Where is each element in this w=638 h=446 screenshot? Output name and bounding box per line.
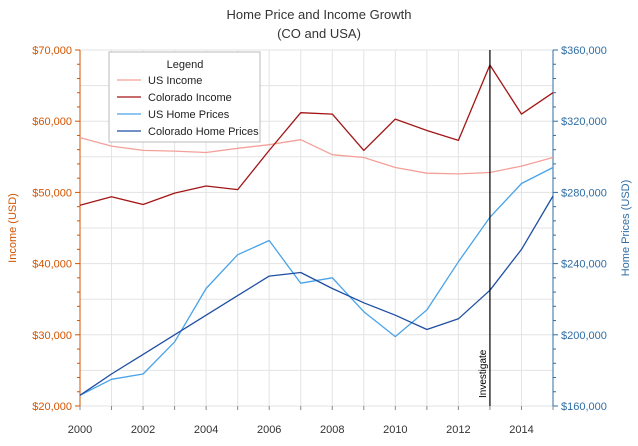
- series-layer: [79, 64, 554, 396]
- x-tick-label: 2006: [257, 424, 281, 436]
- colorado-home-prices-line: [79, 195, 554, 396]
- us-income-line: [79, 136, 554, 175]
- x-axis-ticks: 2000 2002 2004 2006 2008 2010 2012 2014: [68, 406, 554, 436]
- colorado-income-line: [79, 64, 554, 206]
- x-tick-label: 2008: [320, 424, 344, 436]
- left-axis-ticks: $20,000 $30,000 $40,000 $50,000 $60,000 $70,0…: [32, 45, 80, 413]
- x-tick-label: 2004: [194, 424, 218, 436]
- left-tick-label: $70,000: [32, 45, 72, 57]
- right-tick-label: $280,000: [561, 187, 607, 199]
- right-axis-label: Home Prices (USD): [620, 180, 632, 277]
- x-tick-label: 2010: [383, 424, 407, 436]
- x-tick-label: 2012: [446, 424, 470, 436]
- right-axis-ticks: $160,000 $200,000 $240,000 $280,000 $320,000…: [553, 45, 607, 413]
- right-tick-label: $160,000: [561, 401, 607, 413]
- chart-subtitle: (CO and USA): [277, 26, 361, 41]
- legend: Legend US Income Colorado Income US Home P…: [108, 51, 261, 143]
- left-tick-label: $50,000: [32, 187, 72, 199]
- x-tick-label: 2002: [131, 424, 155, 436]
- legend-label-colorado-income: Colorado Income: [148, 92, 232, 104]
- left-axis-label: Income (USD): [7, 193, 19, 263]
- left-tick-label: $30,000: [32, 330, 72, 342]
- legend-label-colorado-home-prices: Colorado Home Prices: [148, 126, 259, 138]
- right-tick-label: $320,000: [561, 116, 607, 128]
- right-tick-label: $200,000: [561, 330, 607, 342]
- legend-label-us-income: US Income: [148, 75, 202, 87]
- legend-items: US Income Colorado Income US Home Prices Co…: [117, 75, 259, 138]
- right-tick-label: $240,000: [561, 259, 607, 271]
- legend-title: Legend: [167, 59, 204, 71]
- left-tick-label: $20,000: [32, 401, 72, 413]
- legend-label-us-home-prices: US Home Prices: [148, 109, 230, 121]
- left-tick-label: $40,000: [32, 259, 72, 271]
- chart-title: Home Price and Income Growth: [227, 7, 412, 22]
- x-tick-label: 2000: [68, 424, 92, 436]
- left-tick-label: $60,000: [32, 116, 72, 128]
- x-tick-label: 2014: [509, 424, 533, 436]
- right-tick-label: $360,000: [561, 45, 607, 57]
- investigate-marker-label: Investigate: [478, 349, 489, 398]
